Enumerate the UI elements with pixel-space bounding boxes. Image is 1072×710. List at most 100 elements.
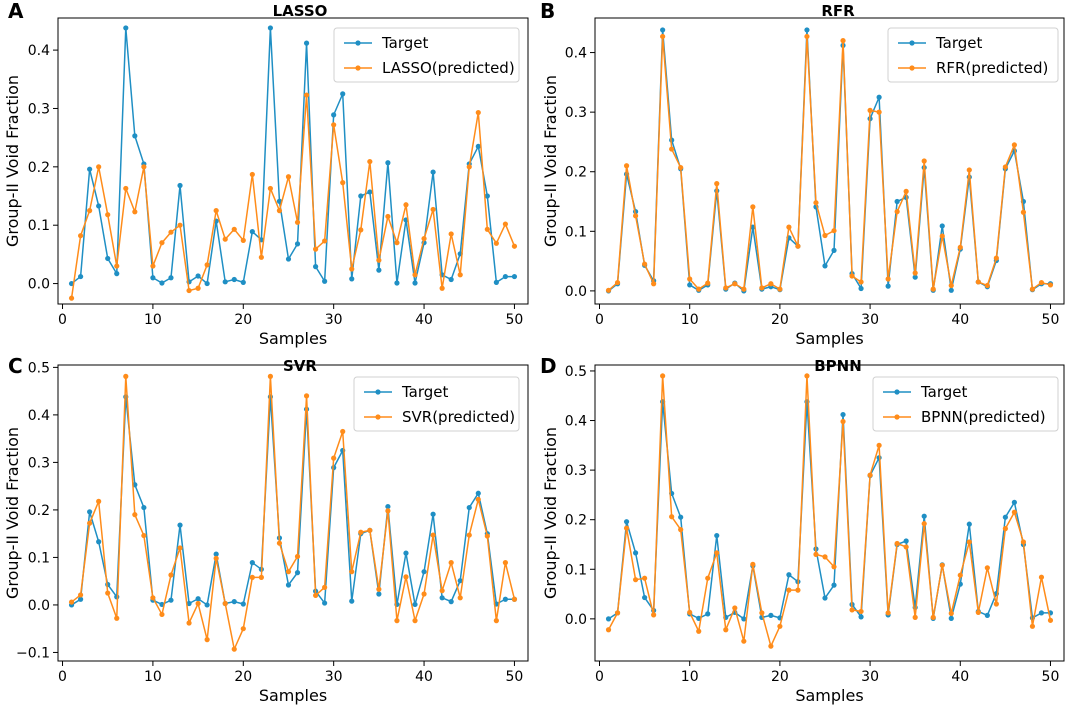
y-tick-label: 0.4 xyxy=(28,408,50,424)
y-axis-label: Group-II Void Fraction xyxy=(541,427,560,599)
data-point xyxy=(276,198,283,204)
data-point xyxy=(313,246,319,252)
data-point xyxy=(741,638,747,644)
data-point xyxy=(403,550,409,556)
data-point xyxy=(660,373,666,379)
data-point xyxy=(759,610,765,616)
data-point xyxy=(87,166,93,172)
data-point xyxy=(1002,526,1008,532)
data-point xyxy=(466,504,472,511)
data-point xyxy=(493,618,499,624)
data-point xyxy=(249,171,255,178)
data-point xyxy=(502,221,508,227)
y-tick-label: 0.3 xyxy=(565,105,587,121)
data-point xyxy=(840,418,846,425)
y-axis-label: Group-II Void Fraction xyxy=(3,75,22,247)
data-point xyxy=(195,600,201,607)
data-point xyxy=(1011,499,1017,505)
legend-label: Target xyxy=(381,34,429,52)
axes-frame xyxy=(57,364,529,662)
legend-marker xyxy=(894,389,900,395)
data-point xyxy=(1038,279,1045,286)
data-point xyxy=(903,188,909,194)
data-point xyxy=(150,263,156,269)
series-line xyxy=(607,375,1052,647)
data-point xyxy=(484,226,490,232)
data-point xyxy=(87,208,93,214)
legend-marker xyxy=(375,389,381,395)
data-point xyxy=(159,240,165,246)
data-point xyxy=(114,615,120,621)
data-point xyxy=(741,286,747,292)
data-point xyxy=(394,618,400,624)
series-line xyxy=(608,35,1051,291)
data-point xyxy=(240,279,246,285)
data-point xyxy=(660,33,666,40)
data-point xyxy=(885,610,891,616)
data-point xyxy=(948,615,954,621)
data-point xyxy=(957,572,963,578)
data-point xyxy=(421,569,427,575)
data-point xyxy=(885,283,891,289)
x-axis-label: Samples xyxy=(259,329,327,348)
panel-c: C SVR 0 10 20 30 40 50 −0.1 0.0 0.1 0.2 0.3 0.4 0.5 Sam… xyxy=(3,354,529,705)
data-point xyxy=(213,208,219,214)
data-point xyxy=(723,627,729,633)
data-point xyxy=(822,554,828,560)
legend-marker xyxy=(355,65,361,71)
x-axis-label: Samples xyxy=(795,686,863,705)
data-point xyxy=(177,522,183,528)
data-point xyxy=(331,122,337,128)
data-point xyxy=(294,241,301,247)
series-predicted xyxy=(68,373,518,652)
data-point xyxy=(714,181,720,187)
data-point xyxy=(177,545,183,551)
legend-label: SVR(predicted) xyxy=(402,408,515,426)
y-tick-label: 0.2 xyxy=(28,160,50,176)
data-point xyxy=(132,209,138,215)
data-point xyxy=(632,550,639,556)
x-tick-label: 20 xyxy=(234,312,252,328)
data-point xyxy=(475,490,481,496)
data-point xyxy=(430,532,436,538)
data-point xyxy=(822,595,828,601)
data-point xyxy=(993,255,999,261)
y-tick-label: 0.2 xyxy=(565,165,587,181)
data-point xyxy=(349,598,355,604)
y-tick-label: −0.1 xyxy=(16,645,50,661)
data-point xyxy=(150,275,156,281)
data-point xyxy=(687,276,693,282)
data-point xyxy=(168,275,174,281)
data-point xyxy=(858,608,864,615)
data-point xyxy=(623,163,630,169)
data-point xyxy=(87,509,93,515)
data-point xyxy=(502,560,508,566)
data-point xyxy=(484,193,490,199)
data-point xyxy=(876,109,882,115)
x-tick-label: 10 xyxy=(144,669,162,685)
data-point xyxy=(123,185,129,192)
data-point xyxy=(858,614,864,620)
data-point xyxy=(921,521,927,527)
data-point xyxy=(813,551,819,558)
data-point xyxy=(840,411,846,418)
data-point xyxy=(421,591,427,597)
data-point xyxy=(322,600,328,606)
data-point xyxy=(948,282,954,289)
data-point xyxy=(195,273,201,279)
axes-frame xyxy=(594,364,1065,662)
x-tick-label: 20 xyxy=(771,669,789,685)
data-point xyxy=(249,574,255,580)
data-point xyxy=(294,553,301,560)
data-point xyxy=(457,595,463,601)
data-point xyxy=(687,282,693,288)
data-point xyxy=(439,588,445,594)
data-point xyxy=(777,623,783,629)
data-point xyxy=(831,564,837,570)
y-tick-label: 0.5 xyxy=(28,360,50,376)
data-point xyxy=(511,596,518,602)
data-point xyxy=(502,273,508,280)
data-point xyxy=(912,274,918,280)
y-tick-label: 0.1 xyxy=(565,224,587,240)
data-point xyxy=(358,227,364,233)
